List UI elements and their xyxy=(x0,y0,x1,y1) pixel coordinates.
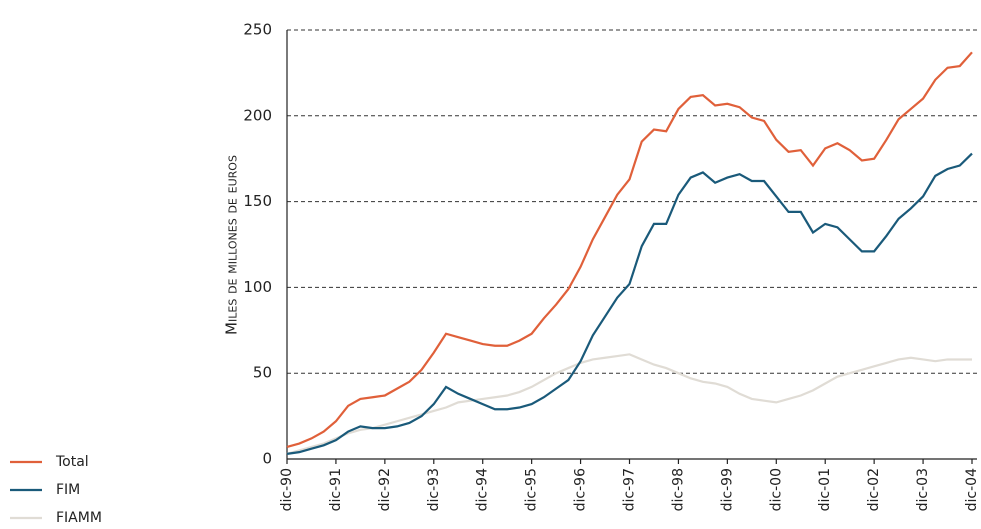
x-tick-label: dic-92 xyxy=(377,468,393,511)
x-tick-label: dic-95 xyxy=(524,468,540,511)
y-axis-label: Miles de millones de euros xyxy=(223,155,241,335)
y-tick-label: 100 xyxy=(243,278,272,296)
x-tick-label: dic-04 xyxy=(964,468,980,511)
legend-label: Total xyxy=(55,454,89,470)
y-tick-label: 200 xyxy=(243,106,272,124)
legend-label: FIM xyxy=(56,482,80,498)
legend-label: FIAMM xyxy=(56,510,102,526)
series-line xyxy=(286,353,972,455)
x-tick-label: dic-97 xyxy=(622,468,638,511)
series-line xyxy=(286,51,973,449)
x-tick-label: dic-98 xyxy=(670,468,686,511)
x-tick-label: dic-93 xyxy=(426,468,442,511)
x-tick-label: dic-00 xyxy=(768,468,784,511)
x-tick-label: dic-96 xyxy=(573,468,589,511)
x-tick-label: dic-90 xyxy=(279,468,295,511)
x-tick-label: dic-94 xyxy=(475,468,491,511)
y-tick-label: 150 xyxy=(243,192,272,210)
y-tick-label: 250 xyxy=(243,21,272,39)
y-tick-label: 50 xyxy=(253,364,272,382)
x-tick-label: dic-03 xyxy=(915,468,931,511)
x-tick-label: dic-02 xyxy=(866,468,882,511)
x-tick-label: dic-99 xyxy=(719,468,735,511)
series-line xyxy=(286,152,973,455)
y-tick-label: 0 xyxy=(262,450,272,468)
x-tick-label: dic-91 xyxy=(328,468,344,511)
x-tick-label: dic-01 xyxy=(817,468,833,511)
